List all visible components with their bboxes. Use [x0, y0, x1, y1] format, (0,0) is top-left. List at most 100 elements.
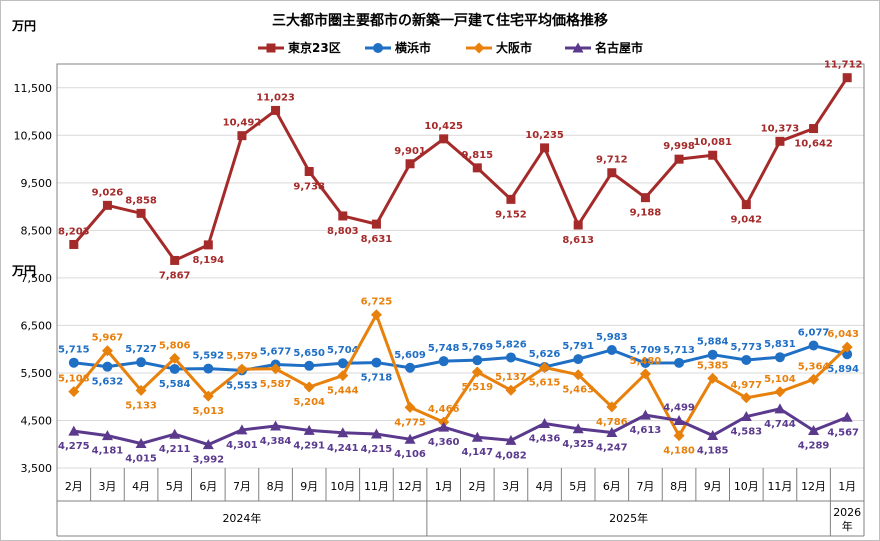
data-point-marker	[607, 168, 617, 178]
x-tick-label: 10月	[734, 480, 759, 493]
data-point-marker	[337, 427, 349, 438]
data-label: 4,613	[630, 425, 662, 436]
x-tick-label: 9月	[300, 480, 318, 493]
data-label: 5,364	[798, 361, 830, 372]
data-label: 5,709	[630, 345, 662, 356]
data-label: 5,884	[697, 337, 729, 348]
legend-entry-1: 横浜市	[365, 40, 431, 55]
data-label: 4,147	[461, 447, 493, 458]
data-label: 10,492	[223, 118, 262, 129]
data-label: 4,185	[697, 445, 729, 456]
data-point-marker	[640, 358, 651, 369]
data-label: 5,480	[630, 356, 662, 367]
data-point-marker	[775, 136, 785, 146]
data-label: 5,650	[293, 348, 325, 359]
legend: 東京23区 横浜市 大阪市 名古屋市	[258, 40, 643, 55]
x-tick-label: 11月	[767, 480, 792, 493]
data-point-marker	[169, 352, 181, 364]
data-label: 5,632	[92, 377, 124, 388]
chart-title: 三大都市圏主要都市の新築一戸建て住宅平均価格推移	[272, 12, 608, 29]
data-point-marker	[606, 401, 618, 413]
data-label: 5,677	[260, 347, 292, 358]
data-label: 5,204	[293, 397, 325, 408]
x-tick-label: 4月	[536, 480, 554, 493]
y-axis-unit-mid: 万円	[11, 264, 36, 278]
data-label: 5,519	[461, 382, 493, 393]
data-point-marker	[471, 431, 483, 442]
data-point-marker	[236, 424, 248, 435]
data-point-marker	[404, 433, 416, 444]
data-label: 4,301	[226, 440, 258, 451]
data-label: 5,385	[697, 360, 729, 371]
data-label: 5,592	[192, 351, 224, 362]
data-label: 10,425	[424, 121, 463, 132]
x-year-label: 2024年	[222, 511, 261, 525]
data-point-marker	[135, 438, 147, 449]
x-tick-label: 3月	[98, 480, 116, 493]
data-point-marker	[68, 425, 80, 436]
legend-label: 大阪市	[496, 40, 532, 55]
data-label: 5,769	[461, 342, 493, 353]
legend-label: 横浜市	[395, 40, 431, 55]
data-label: 5,615	[529, 377, 561, 388]
data-point-marker	[169, 363, 180, 374]
data-point-marker	[674, 154, 684, 164]
y-axis: 3,500 4,500 5,500 6,500 7,500 8,500 9,500 10,50…	[14, 82, 53, 475]
data-label: 5,108	[58, 374, 90, 385]
data-point-marker	[303, 424, 315, 435]
data-label: 5,626	[529, 349, 561, 360]
data-point-marker	[741, 200, 751, 210]
data-label: 5,553	[226, 380, 258, 391]
data-label: 9,026	[92, 187, 124, 198]
series-line	[72, 313, 849, 438]
data-point-marker	[740, 411, 752, 422]
data-point-marker	[640, 193, 650, 203]
x-tick-label: 2月	[468, 480, 486, 493]
series-line	[72, 76, 849, 262]
x-tick-label: 1月	[838, 480, 856, 493]
data-label: 5,609	[394, 350, 426, 361]
data-point-marker	[471, 366, 483, 378]
data-point-marker	[337, 370, 349, 382]
x-tick-label: 11月	[364, 480, 389, 493]
data-label: 5,727	[125, 344, 157, 355]
legend-entry-0: 東京23区	[258, 40, 341, 55]
data-label: 5,894	[827, 364, 859, 375]
data-point-marker	[774, 403, 786, 414]
data-label: 4,241	[327, 443, 359, 454]
legend-entry-2: 大阪市	[466, 40, 532, 55]
data-label: 4,275	[58, 441, 90, 452]
data-point-marker	[540, 143, 550, 153]
x-tick-label: 6月	[603, 480, 621, 493]
series-2: 5,108 5,967 5,133 5,806 5,013 5,579 5,5875,204…	[58, 297, 859, 457]
data-point-marker	[68, 386, 80, 398]
data-point-marker	[438, 421, 450, 432]
data-point-marker	[304, 167, 314, 177]
y-tick-label: 10,500	[14, 129, 53, 142]
y-tick-label: 9,500	[21, 177, 53, 190]
data-point-marker	[707, 349, 718, 360]
legend-label: 名古屋市	[595, 40, 643, 55]
data-point-marker	[606, 426, 618, 437]
data-label: 6,043	[827, 329, 859, 340]
data-point-marker	[505, 384, 517, 396]
data-point-marker	[841, 341, 853, 353]
data-label: 5,133	[125, 400, 157, 411]
series-line	[73, 344, 848, 372]
x-year-label: 2025年	[609, 511, 648, 525]
data-point-marker	[101, 345, 113, 357]
data-point-marker	[202, 390, 214, 402]
data-label: 9,042	[730, 215, 762, 226]
data-point-marker	[438, 356, 449, 367]
data-point-marker	[539, 361, 551, 373]
data-label: 5,983	[596, 332, 628, 343]
data-label: 8,613	[562, 235, 594, 246]
data-point-marker	[774, 352, 785, 363]
data-point-marker	[606, 344, 617, 355]
data-point-marker	[707, 372, 719, 384]
data-point-marker	[573, 354, 584, 365]
x-tick-label: 3月	[502, 480, 520, 493]
data-point-marker	[102, 361, 113, 372]
data-point-marker	[674, 357, 685, 368]
